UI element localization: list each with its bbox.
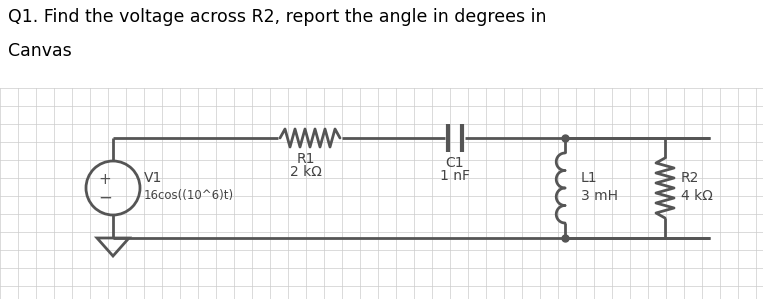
Text: Canvas: Canvas: [8, 42, 72, 60]
Text: +: +: [98, 172, 111, 187]
Text: R1: R1: [297, 152, 315, 166]
Text: 16cos((10^6)t): 16cos((10^6)t): [144, 190, 234, 202]
Text: 4 kΩ: 4 kΩ: [681, 189, 713, 203]
Text: 3 mH: 3 mH: [581, 189, 618, 203]
Text: −: −: [98, 189, 112, 207]
Text: 1 nF: 1 nF: [440, 169, 470, 183]
Text: L1: L1: [581, 171, 597, 185]
Text: V1: V1: [144, 171, 163, 185]
Text: Q1. Find the voltage across R2, report the angle in degrees in: Q1. Find the voltage across R2, report t…: [8, 8, 546, 26]
Text: R2: R2: [681, 171, 700, 185]
Text: C1: C1: [446, 156, 465, 170]
Text: 2 kΩ: 2 kΩ: [290, 165, 322, 179]
